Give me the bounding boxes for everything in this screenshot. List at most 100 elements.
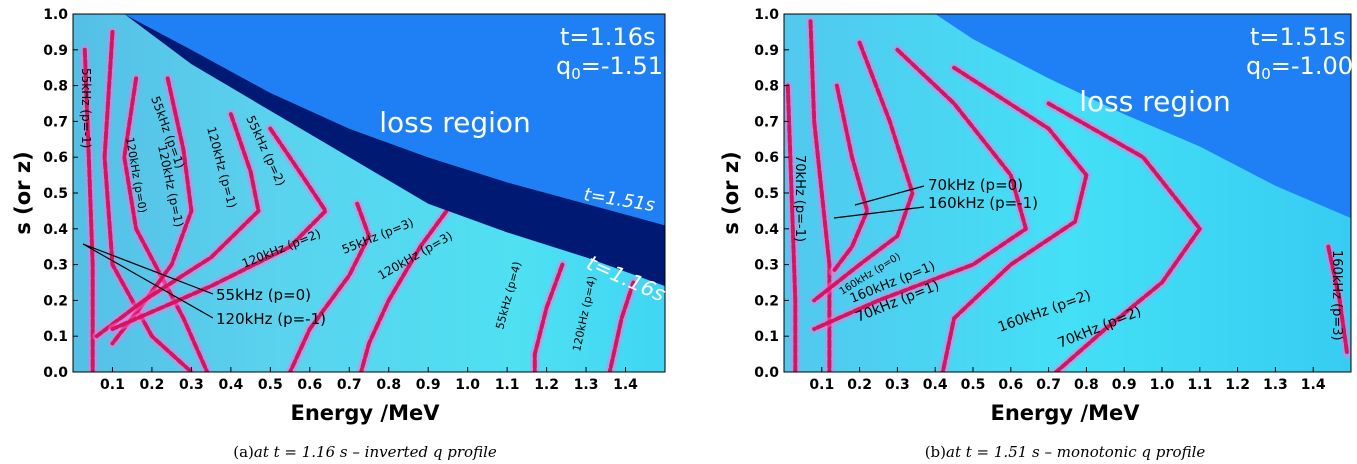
- panel-b-caption: (b)at t = 1.51 s – monotonic q profile: [925, 443, 1206, 461]
- panel-b-xlabel: Energy /MeV: [991, 401, 1141, 425]
- x-tick-label: 1.2: [534, 377, 559, 393]
- y-tick-label: 0.7: [754, 114, 779, 130]
- y-tick-label: 0.3: [754, 258, 779, 274]
- panel-a-x-ticks: 0.1 0.2 0.3 0.4 0.5 0.6 0.7 0.8 0.9 1.0 1.1 1.2 1.3 1…: [100, 367, 638, 393]
- panel-a-res-label-12: 55kHz (p=0): [216, 286, 311, 304]
- panel-b-loss-region: [935, 14, 1351, 219]
- x-tick-label: 1.2: [1225, 377, 1250, 393]
- y-tick-label: 0.2: [754, 293, 779, 309]
- resonance-line: [288, 201, 371, 372]
- x-tick-label: 1.0: [455, 377, 480, 393]
- y-tick-label: 1.0: [43, 7, 68, 23]
- resonance-line: [831, 83, 870, 274]
- panel-b-res-label-1: 70kHz (p=-1): [792, 155, 807, 242]
- x-tick-label: 0.2: [140, 377, 165, 393]
- y-tick-label: 0.0: [754, 365, 779, 381]
- panel-b-res-label-9: 160kHz (p=3): [1329, 250, 1344, 341]
- resonance-line: [940, 65, 1089, 372]
- resonance-line: [1046, 101, 1202, 372]
- panel-a-ylabel: s (or z): [11, 151, 35, 234]
- x-tick-label: 0.5: [258, 377, 283, 393]
- panel-b-q0-subscript: 0: [1261, 65, 1271, 83]
- x-tick-label: 0.7: [337, 377, 362, 393]
- resonance-line: [102, 29, 194, 372]
- y-tick-label: 0.9: [43, 43, 68, 59]
- x-tick-label: 0.8: [1074, 377, 1099, 393]
- panel-a-q0-value: =-1.51: [581, 52, 663, 80]
- resonance-line: [808, 19, 832, 372]
- panel-b-ylabel: s (or z): [719, 151, 743, 234]
- panel-a-boundary-band: [124, 14, 665, 287]
- panel-a-caption: (a)at t = 1.16 s – inverted q profile: [233, 443, 497, 461]
- y-tick-label: 0.1: [754, 329, 779, 345]
- panel-a: 0.0 0.1 0.2 0.3 0.4 0.5 0.6 0.7 0.8 0.9 1.0 0.1 0.2…: [11, 7, 669, 461]
- x-tick-label: 0.5: [961, 377, 986, 393]
- panel-a-leader-line-2: [82, 243, 214, 319]
- panel-a-caption-text: at t = 1.16 s – inverted q profile: [254, 443, 497, 461]
- panel-b-x-ticks: 0.1 0.2 0.3 0.4 0.5 0.6 0.7 0.8 0.9 1.0 1.1 1.2 1.3 1…: [809, 367, 1326, 393]
- y-tick-label: 0.5: [754, 186, 779, 202]
- y-tick-label: 0.4: [43, 222, 68, 238]
- panel-a-xlabel: Energy /MeV: [291, 401, 441, 425]
- x-tick-label: 0.9: [416, 377, 441, 393]
- panel-b: 0.0 0.1 0.2 0.3 0.4 0.5 0.6 0.7 0.8 0.9 1.0 0.1 0.2…: [719, 7, 1353, 461]
- y-tick-label: 1.0: [754, 7, 779, 23]
- resonance-line: [359, 201, 454, 372]
- panel-a-y-ticks: 0.0 0.1 0.2 0.3 0.4 0.5 0.6 0.7 0.8 0.9 1.0: [43, 7, 78, 381]
- resonance-line: [94, 112, 261, 339]
- x-tick-label: 0.6: [998, 377, 1023, 393]
- panel-b-time-label: t=1.51s: [1250, 23, 1345, 51]
- y-tick-label: 0.9: [754, 43, 779, 59]
- x-tick-label: 1.1: [495, 377, 520, 393]
- panel-a-loss-region: [124, 14, 665, 226]
- panel-b-caption-label: (b): [925, 443, 946, 461]
- x-tick-label: 0.4: [923, 377, 948, 393]
- panel-a-caption-label: (a): [233, 443, 254, 461]
- panel-a-leader-line-1: [82, 243, 214, 295]
- panel-b-region-label: loss region: [1079, 85, 1231, 118]
- panel-a-time-label: t=1.16s: [560, 23, 655, 51]
- x-tick-label: 0.8: [376, 377, 401, 393]
- panel-b-res-label-2: 70kHz (p=0): [928, 176, 1023, 194]
- resonance-line: [110, 126, 328, 331]
- y-tick-label: 0.4: [754, 222, 779, 238]
- resonance-line: [812, 47, 1028, 331]
- panel-b-y-ticks: 0.0 0.1 0.2 0.3 0.4 0.5 0.6 0.7 0.8 0.9 1.0: [754, 7, 789, 381]
- panel-b-leader-line-1: [854, 185, 925, 206]
- panel-b-q0-label: q0=-1.00: [1246, 52, 1353, 83]
- panel-a-q0-label: q0=-1.51: [556, 52, 663, 83]
- x-tick-label: 0.3: [885, 377, 910, 393]
- x-tick-label: 1.3: [574, 377, 599, 393]
- x-tick-label: 0.7: [1036, 377, 1061, 393]
- x-tick-label: 1.4: [1301, 377, 1326, 393]
- panel-b-q0-value: =-1.00: [1271, 52, 1353, 80]
- y-tick-label: 0.6: [43, 150, 68, 166]
- y-tick-label: 0.8: [43, 79, 68, 95]
- resonance-line: [812, 40, 915, 303]
- x-tick-label: 1.3: [1263, 377, 1288, 393]
- resonance-line: [785, 83, 798, 372]
- panel-a-res-label-13: 120kHz (p=-1): [216, 310, 326, 328]
- x-tick-label: 0.4: [218, 377, 243, 393]
- panel-a-res-label-1: 55kHz (p=-1): [79, 68, 93, 148]
- x-tick-label: 0.9: [1112, 377, 1137, 393]
- resonance-line: [532, 262, 565, 372]
- panel-b-res-label-3: 160kHz (p=-1): [928, 194, 1038, 212]
- x-tick-label: 0.1: [809, 377, 834, 393]
- resonance-line: [110, 76, 194, 346]
- y-tick-label: 0.2: [43, 293, 68, 309]
- panel-a-plot-area: [73, 14, 665, 372]
- y-tick-label: 0.5: [43, 186, 68, 202]
- panel-b-caption-text: at t = 1.51 s – monotonic q profile: [946, 443, 1205, 461]
- panel-a-q0-symbol: q: [556, 52, 571, 80]
- resonance-line: [607, 280, 636, 372]
- x-tick-label: 0.1: [100, 377, 125, 393]
- x-tick-label: 0.6: [297, 377, 322, 393]
- x-tick-label: 0.3: [179, 377, 204, 393]
- y-tick-label: 0.0: [43, 365, 68, 381]
- panel-a-q0-subscript: 0: [571, 65, 581, 83]
- x-tick-label: 0.2: [847, 377, 872, 393]
- panel-a-region-label: loss region: [379, 106, 531, 139]
- panel-b-q0-symbol: q: [1246, 52, 1261, 80]
